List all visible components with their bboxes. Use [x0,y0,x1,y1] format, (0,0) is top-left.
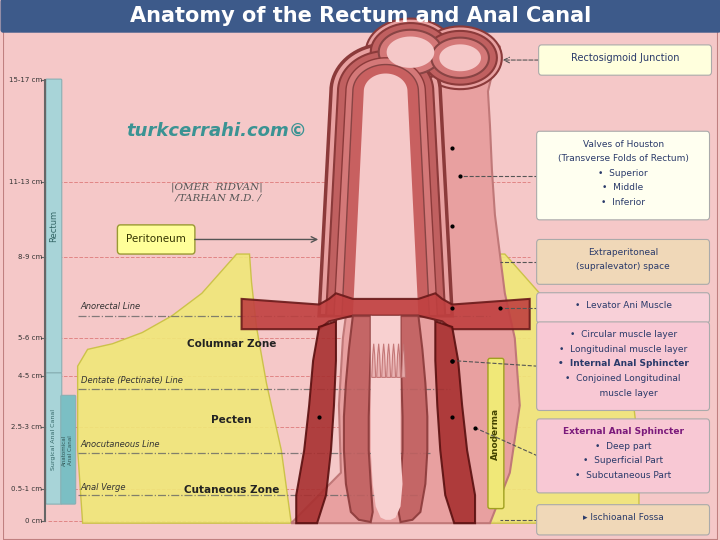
FancyBboxPatch shape [46,79,62,373]
Polygon shape [78,254,292,523]
Text: 2.5-3 cm: 2.5-3 cm [11,424,42,430]
Polygon shape [382,344,386,377]
Polygon shape [342,65,429,316]
Text: •  Inferior: • Inferior [601,198,645,207]
Polygon shape [353,73,418,316]
Text: 8-9 cm: 8-9 cm [17,254,42,260]
Polygon shape [423,31,497,85]
Text: 4-5 cm: 4-5 cm [18,373,42,379]
Text: •  Superficial Part: • Superficial Part [583,456,663,465]
Polygon shape [377,344,381,377]
Text: •  Longitudinal muscle layer: • Longitudinal muscle layer [559,345,687,354]
FancyBboxPatch shape [536,419,709,493]
Text: Anoderma: Anoderma [492,407,500,460]
Text: 0.5-1 cm: 0.5-1 cm [11,486,42,492]
Text: 11-13 cm: 11-13 cm [9,179,42,185]
FancyBboxPatch shape [1,0,720,32]
Text: •  Subcutaneous Part: • Subcutaneous Part [575,471,671,480]
Polygon shape [242,293,530,329]
Text: •  Superior: • Superior [598,168,648,178]
Polygon shape [387,344,391,377]
Text: muscle layer: muscle layer [588,389,658,397]
Text: Columnar Zone: Columnar Zone [187,339,276,349]
Polygon shape [387,37,434,68]
Polygon shape [326,51,445,316]
Polygon shape [319,44,452,316]
Polygon shape [372,344,376,377]
Text: 15-17 cm: 15-17 cm [9,77,42,83]
Polygon shape [366,18,455,86]
Text: Anatomy of the Rectum and Anal Canal: Anatomy of the Rectum and Anal Canal [130,6,591,26]
Text: Cutaneous Zone: Cutaneous Zone [184,484,279,495]
Text: (Transverse Folds of Rectum): (Transverse Folds of Rectum) [557,154,688,163]
Text: turkcerrahi.com©: turkcerrahi.com© [127,122,307,140]
Text: Anatomical
Anal Canal: Anatomical Anal Canal [63,435,73,466]
FancyBboxPatch shape [60,395,76,504]
Polygon shape [371,23,450,82]
Text: Pecten: Pecten [212,415,252,425]
Text: Peritoneum: Peritoneum [126,234,186,245]
FancyBboxPatch shape [536,322,709,410]
FancyBboxPatch shape [117,225,195,254]
Text: •  Internal Anal Sphincter: • Internal Anal Sphincter [557,360,688,368]
Text: •  Deep part: • Deep part [595,442,652,451]
FancyBboxPatch shape [536,239,709,285]
Polygon shape [460,254,639,523]
Text: •  Conjoined Longitudinal: • Conjoined Longitudinal [565,374,681,383]
Text: ▸ Ischioanal Fossa: ▸ Ischioanal Fossa [582,513,663,522]
Polygon shape [296,321,336,523]
Text: Rectosigmoid Junction: Rectosigmoid Junction [571,53,679,63]
Polygon shape [418,26,502,89]
Polygon shape [431,38,489,78]
Text: Valves of Houston: Valves of Houston [582,140,664,149]
Text: Surgical Anal Canal: Surgical Anal Canal [51,409,56,470]
Polygon shape [399,316,428,522]
FancyBboxPatch shape [536,293,709,323]
Text: Extraperitoneal: Extraperitoneal [588,248,658,257]
Text: Anocutaneous Line: Anocutaneous Line [81,440,160,449]
Text: (supralevator) space: (supralevator) space [576,262,670,272]
Polygon shape [439,44,481,71]
FancyBboxPatch shape [488,359,504,509]
Polygon shape [344,316,373,522]
Text: |OMER  RIDVAN|
 /TARHAN M.D. /: |OMER RIDVAN| /TARHAN M.D. / [171,183,263,202]
FancyBboxPatch shape [536,131,709,220]
Text: External Anal Sphincter: External Anal Sphincter [562,427,683,436]
Polygon shape [392,344,395,377]
Text: •  Circular muscle layer: • Circular muscle layer [570,330,677,339]
Text: •  Middle: • Middle [603,183,644,192]
Polygon shape [402,344,405,377]
FancyBboxPatch shape [539,45,711,75]
Polygon shape [397,344,400,377]
Text: 0 cm: 0 cm [24,518,42,524]
Text: Anorectal Line: Anorectal Line [81,302,141,311]
Text: Anal Verge: Anal Verge [81,483,126,492]
FancyBboxPatch shape [46,373,62,504]
Text: 5-6 cm: 5-6 cm [18,335,42,341]
Text: Rectum: Rectum [49,210,58,242]
Polygon shape [371,316,402,520]
Text: •  Levator Ani Muscle: • Levator Ani Muscle [575,301,672,310]
Polygon shape [379,30,442,75]
Polygon shape [292,36,520,523]
Polygon shape [334,58,437,316]
FancyBboxPatch shape [536,505,709,535]
Polygon shape [436,321,475,523]
Text: Dentate (Pectinate) Line: Dentate (Pectinate) Line [81,376,182,385]
